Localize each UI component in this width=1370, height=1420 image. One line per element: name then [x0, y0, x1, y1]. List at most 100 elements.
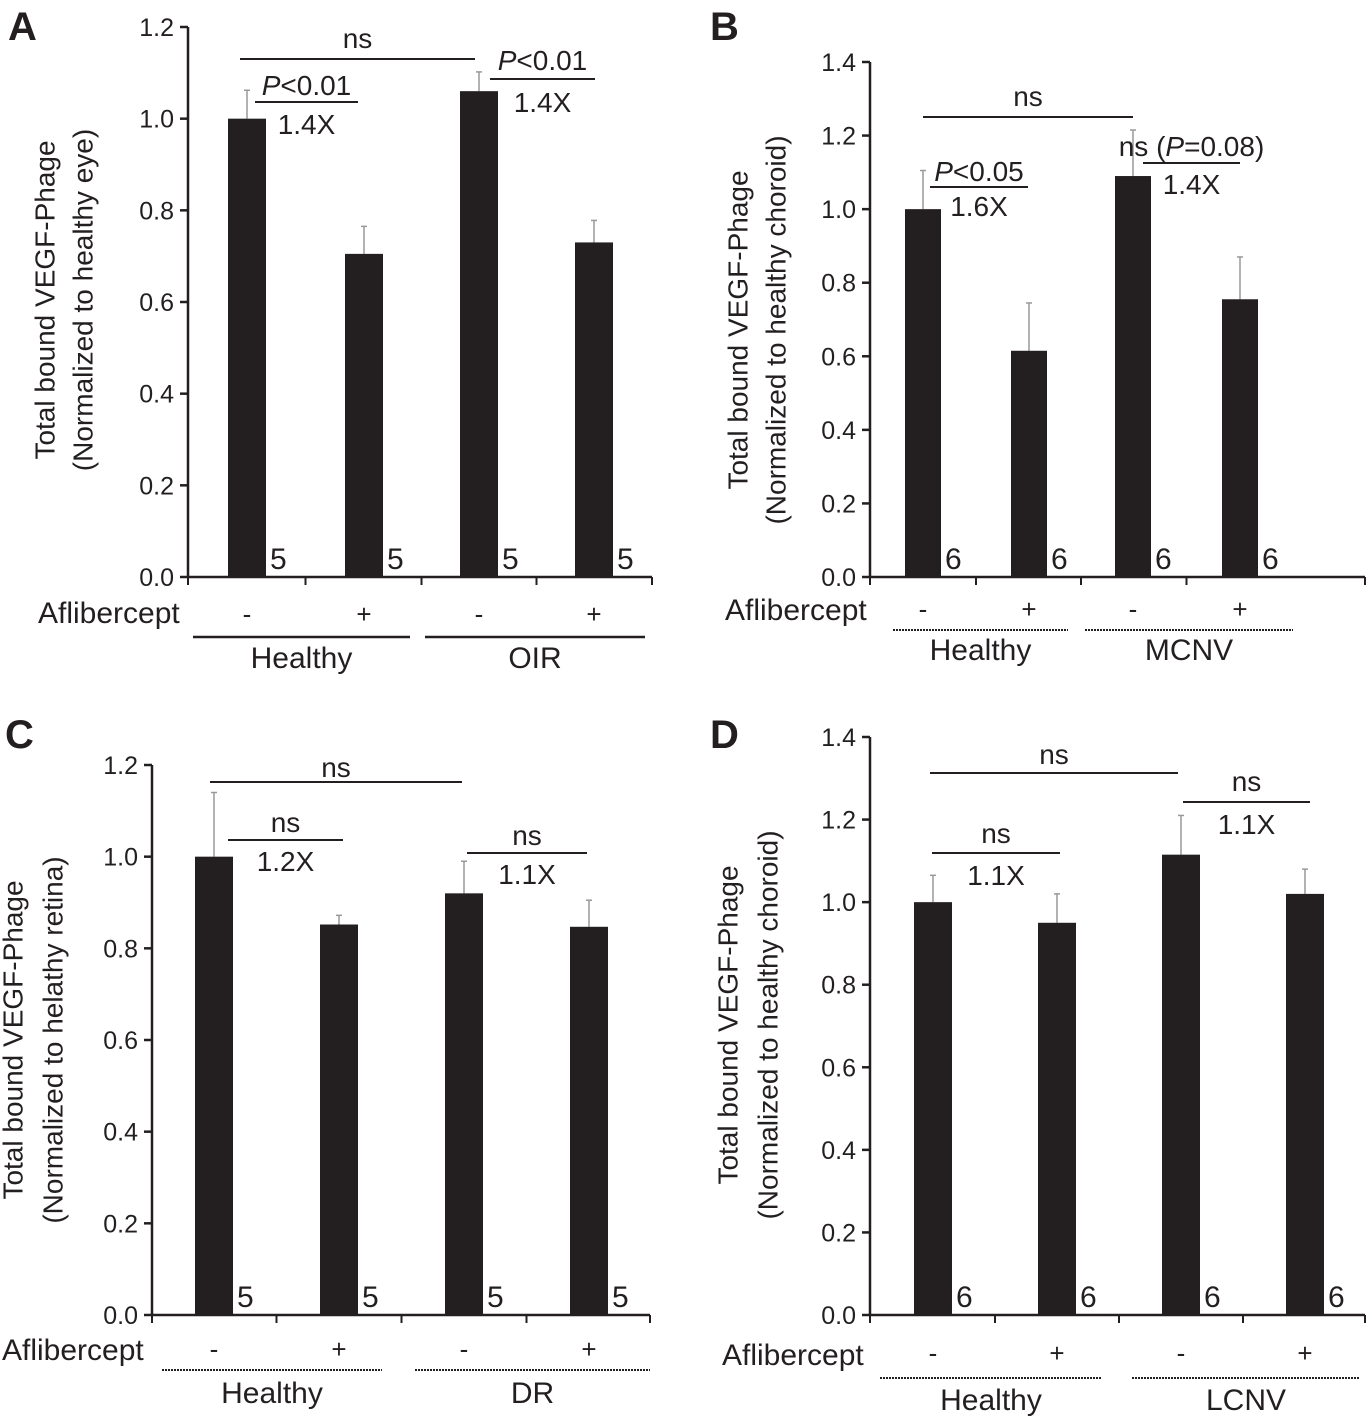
n-label: 6	[956, 1281, 973, 1314]
y-tick-label: 0.0	[103, 1302, 138, 1330]
fold-change-label: 1.4X	[514, 87, 572, 118]
y-tick-label: 1.4	[821, 49, 856, 77]
bar	[445, 893, 483, 1315]
y-tick-label: 0.6	[139, 289, 174, 317]
panel-B: B 0.0 0.2 0.4 0.6 0.8 1.0 1.2 1.4 Total bound VEG…	[710, 5, 1366, 667]
significance-label: ns	[321, 752, 351, 783]
bar	[228, 118, 266, 578]
treatment-sign: -	[475, 599, 484, 629]
n-label: 5	[617, 543, 634, 576]
y-tick-label: 0.0	[821, 564, 856, 592]
treatment-sign: -	[243, 599, 252, 629]
group-label: MCNV	[1145, 634, 1233, 667]
y-axis-label: Total bound VEGF-Phage	[712, 865, 743, 1184]
y-axis-label: (Normalized to healthy choroid)	[760, 135, 791, 524]
treatment-sign: +	[581, 1334, 596, 1364]
y-tick-label: 1.2	[103, 752, 138, 780]
y-tick-label: 0.6	[821, 1054, 856, 1082]
n-label: 5	[387, 543, 404, 576]
y-tick-label: 1.4	[821, 724, 856, 752]
significance-label: ns	[1039, 739, 1069, 770]
n-label: 6	[1080, 1281, 1097, 1314]
y-tick-label: 0.8	[139, 197, 174, 225]
row-label: Aflibercept	[38, 597, 180, 630]
group-label: Healthy	[930, 634, 1032, 667]
significance-label: P<0.05	[934, 156, 1024, 187]
bar	[1222, 299, 1258, 577]
significance-label: P<0.01	[498, 45, 588, 76]
y-tick-label: 0.8	[821, 270, 856, 298]
panel-letter: C	[5, 713, 34, 757]
fold-change-label: 1.1X	[967, 860, 1025, 891]
fold-change-label: 1.6X	[950, 191, 1008, 222]
n-label: 5	[270, 543, 287, 576]
y-tick-label: 1.0	[139, 106, 174, 134]
n-label: 5	[237, 1281, 254, 1314]
n-label: 5	[612, 1281, 629, 1314]
bar	[320, 924, 358, 1315]
significance-label: ns	[981, 818, 1011, 849]
y-axis-label: (Normalized to helathy retina)	[37, 856, 68, 1223]
y-tick-label: 0.2	[821, 1219, 856, 1247]
panel-letter: D	[710, 713, 739, 757]
y-tick-label: 1.2	[821, 807, 856, 835]
bar	[1115, 176, 1151, 578]
row-label: Aflibercept	[722, 1339, 864, 1372]
treatment-sign: -	[1177, 1338, 1186, 1368]
y-tick-label: 0.4	[821, 417, 856, 445]
treatment-sign: -	[919, 594, 928, 624]
y-tick-label: 1.0	[103, 844, 138, 872]
panel-C: C 0.0 0.2 0.4 0.6 0.8 1.0 1.2 Total bound VEGF-P…	[0, 713, 651, 1410]
bar	[575, 242, 613, 577]
y-axis-label: Total bound VEGF-Phage	[0, 880, 28, 1199]
treatment-sign: +	[1021, 594, 1036, 624]
bar	[914, 902, 952, 1315]
n-label: 6	[1262, 543, 1279, 576]
y-tick-label: 0.2	[139, 472, 174, 500]
y-tick-label: 1.0	[821, 889, 856, 917]
bar	[460, 91, 498, 578]
treatment-sign: +	[586, 599, 601, 629]
group-label: OIR	[508, 642, 561, 675]
group-label: Healthy	[251, 642, 353, 675]
significance-label: ns	[512, 820, 542, 851]
fold-change-label: 1.1X	[1218, 809, 1276, 840]
row-label: Aflibercept	[2, 1334, 144, 1367]
group-label: Healthy	[940, 1384, 1042, 1417]
y-tick-label: 0.6	[103, 1027, 138, 1055]
y-tick-label: 0.0	[139, 564, 174, 592]
n-label: 6	[1051, 543, 1068, 576]
y-axis-label: Total bound VEGF-Phage	[722, 170, 753, 489]
y-axis-label: Total bound VEGF-Phage	[29, 140, 60, 459]
y-tick-label: 1.0	[821, 196, 856, 224]
treatment-sign: +	[356, 599, 371, 629]
significance-label: ns	[271, 807, 301, 838]
treatment-sign: -	[1129, 594, 1138, 624]
group-label: DR	[511, 1377, 554, 1410]
y-tick-label: 1.2	[821, 123, 856, 151]
y-tick-label: 0.4	[139, 381, 174, 409]
significance-label: P<0.01	[262, 70, 352, 101]
panel-D: D 0.0 0.2 0.4 0.6 0.8 1.0 1.2 1.4 Total bound VEG…	[710, 713, 1366, 1417]
n-label: 6	[1155, 543, 1172, 576]
treatment-sign: +	[1297, 1338, 1312, 1368]
fold-change-label: 1.4X	[278, 109, 336, 140]
y-axis-label: (Normalized to healthy eye)	[67, 129, 98, 471]
treatment-sign: -	[929, 1338, 938, 1368]
group-label: Healthy	[221, 1377, 323, 1410]
n-label: 5	[487, 1281, 504, 1314]
y-tick-label: 0.8	[103, 935, 138, 963]
n-label: 6	[1328, 1281, 1345, 1314]
fold-change-label: 1.2X	[257, 846, 315, 877]
treatment-sign: +	[331, 1334, 346, 1364]
y-tick-label: 1.2	[139, 14, 174, 42]
bar	[195, 856, 233, 1315]
significance-label: ns	[1013, 81, 1043, 112]
group-label: LCNV	[1206, 1384, 1286, 1417]
bar	[1038, 922, 1076, 1315]
panel-letter: A	[8, 5, 37, 49]
n-label: 5	[502, 543, 519, 576]
bar	[1011, 350, 1047, 577]
y-tick-label: 0.2	[821, 490, 856, 518]
